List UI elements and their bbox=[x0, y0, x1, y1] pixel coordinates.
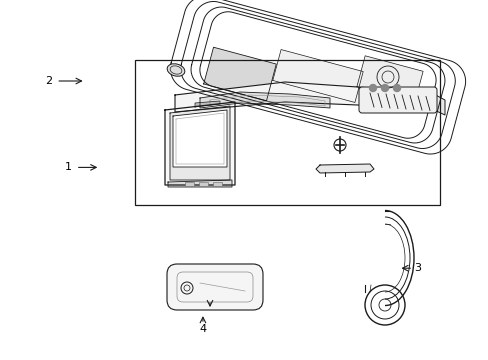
Text: 1: 1 bbox=[65, 162, 72, 172]
Circle shape bbox=[369, 85, 376, 91]
Text: 2: 2 bbox=[45, 76, 52, 86]
Bar bbox=[213, 182, 222, 186]
Polygon shape bbox=[168, 180, 231, 187]
Circle shape bbox=[381, 85, 387, 91]
Bar bbox=[184, 182, 194, 186]
Bar bbox=[135, 60, 439, 205]
Polygon shape bbox=[429, 92, 444, 115]
Text: 3: 3 bbox=[414, 263, 421, 273]
Polygon shape bbox=[173, 110, 226, 167]
Polygon shape bbox=[315, 164, 373, 173]
Ellipse shape bbox=[167, 64, 184, 76]
Text: 4: 4 bbox=[199, 324, 206, 334]
Polygon shape bbox=[175, 82, 429, 112]
Polygon shape bbox=[164, 102, 235, 185]
FancyBboxPatch shape bbox=[358, 87, 436, 113]
Circle shape bbox=[393, 85, 400, 91]
FancyBboxPatch shape bbox=[167, 264, 263, 310]
Polygon shape bbox=[356, 56, 422, 102]
Polygon shape bbox=[170, 106, 229, 180]
Polygon shape bbox=[195, 101, 220, 107]
Polygon shape bbox=[272, 50, 363, 103]
Polygon shape bbox=[203, 47, 276, 101]
Polygon shape bbox=[200, 92, 329, 108]
Bar bbox=[199, 182, 207, 186]
